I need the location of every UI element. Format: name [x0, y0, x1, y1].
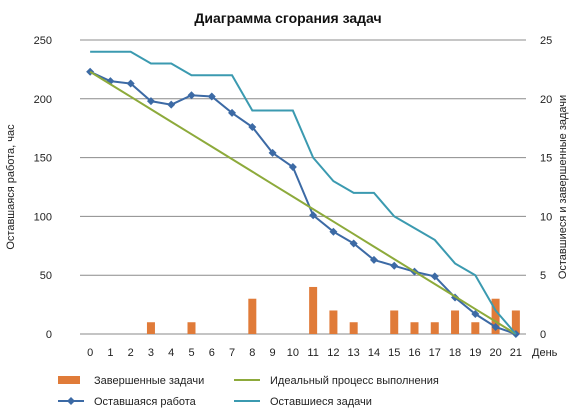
remaining-work-point [369, 255, 378, 264]
x-tick-label: 14 [368, 347, 380, 359]
x-tick-label: 9 [270, 347, 276, 359]
x-tick-label: 8 [249, 347, 255, 359]
legend-swatch [58, 376, 80, 384]
completed-tasks-bar [471, 322, 480, 334]
completed-tasks-bar [309, 286, 318, 334]
x-tick-label: 21 [510, 347, 522, 359]
y-right-tick-label: 5 [540, 270, 546, 282]
legend-ideal-process: Идеальный процесс выполнения [234, 375, 439, 387]
y-right-tick-label: 20 [540, 94, 552, 106]
remaining-work-point [329, 227, 338, 236]
x-tick-label: 11 [307, 347, 318, 359]
y-left-tick-label: 200 [34, 94, 52, 106]
x-tick-label: 2 [128, 347, 134, 359]
remaining-work-point [430, 272, 439, 281]
chart-title: Диаграмма сгорания задач [194, 10, 381, 26]
legend-label: Оставшаяся работа [94, 396, 197, 408]
remaining-work-point [491, 322, 500, 331]
remaining-tasks-line [90, 50, 517, 335]
remaining-work-point [471, 310, 480, 319]
x-tick-label: 1 [107, 347, 113, 359]
x-tick-label: 13 [348, 347, 360, 359]
completed-tasks-bar [430, 322, 439, 334]
x-tick-label: 3 [148, 347, 154, 359]
completed-tasks-bar [146, 322, 155, 334]
legend-remaining-tasks: Оставшиеся задачи [234, 396, 372, 408]
x-tick-label: 20 [489, 347, 501, 359]
x-tick-label: 7 [229, 347, 235, 359]
x-tick-label: 0 [87, 347, 93, 359]
completed-tasks-bar [187, 322, 196, 334]
legend: Завершенные задачи Идеальный процесс выпо… [58, 375, 439, 408]
remaining-work-line [89, 70, 517, 335]
completed-tasks-bar [248, 298, 257, 334]
x-axis-title: День [532, 347, 558, 359]
x-tick-label: 6 [209, 347, 215, 359]
y-axis-right-title: Оставшиеся и завершенные задачи [557, 95, 569, 279]
remaining-work-point [167, 100, 176, 109]
x-tick-label: 4 [168, 347, 174, 359]
completed-tasks-bar [491, 298, 500, 334]
x-tick-label: 17 [429, 347, 441, 359]
completed-tasks-bar [349, 322, 358, 334]
x-tick-label: 19 [469, 347, 481, 359]
legend-remaining-work: Оставшаяся работа [58, 396, 197, 408]
y-left-tick-label: 150 [34, 153, 52, 165]
legend-label: Завершенные задачи [94, 375, 204, 387]
remaining-work-point [309, 211, 318, 220]
y-left-tick-label: 0 [46, 329, 52, 341]
remaining-work-point [390, 261, 399, 270]
completed-tasks-bar [329, 310, 338, 334]
y-left-tick-label: 100 [34, 211, 52, 223]
x-tick-label: 15 [388, 347, 400, 359]
remaining-work-point [288, 163, 297, 172]
bar-series [146, 286, 520, 334]
remaining-work-point [268, 148, 277, 157]
completed-tasks-bar [410, 322, 419, 334]
y-right-tick-label: 0 [540, 329, 546, 341]
x-tick-label: 18 [449, 347, 461, 359]
x-tick-label: 10 [287, 347, 299, 359]
x-tick-label: 16 [408, 347, 420, 359]
ideal-process-line [89, 70, 517, 335]
line-series [86, 50, 520, 338]
legend-label: Оставшиеся задачи [270, 396, 372, 408]
y-right-tick-label: 15 [540, 153, 552, 165]
y-right-tick-label: 25 [540, 35, 552, 47]
remaining-work-point [228, 108, 237, 117]
remaining-work-point [248, 123, 257, 132]
legend-label: Идеальный процесс выполнения [270, 375, 439, 387]
gridlines [80, 39, 526, 335]
remaining-work-point [349, 239, 358, 248]
y-left-tick-label: 50 [40, 270, 52, 282]
remaining-work-point [126, 79, 135, 88]
y-left-tick-label: 250 [34, 35, 52, 47]
y-axis-left-title: Оставшаяся работа, час [5, 124, 17, 250]
completed-tasks-bar [451, 310, 460, 334]
completed-tasks-bar [511, 310, 520, 334]
x-tick-label: 5 [188, 347, 194, 359]
remaining-work-point [187, 91, 196, 100]
remaining-work-point [146, 97, 155, 106]
x-tick-label: 12 [327, 347, 339, 359]
remaining-work-point [207, 92, 216, 101]
legend-completed-tasks: Завершенные задачи [58, 375, 204, 387]
completed-tasks-bar [390, 310, 399, 334]
legend-marker [67, 397, 75, 405]
y-right-tick-label: 10 [540, 211, 552, 223]
